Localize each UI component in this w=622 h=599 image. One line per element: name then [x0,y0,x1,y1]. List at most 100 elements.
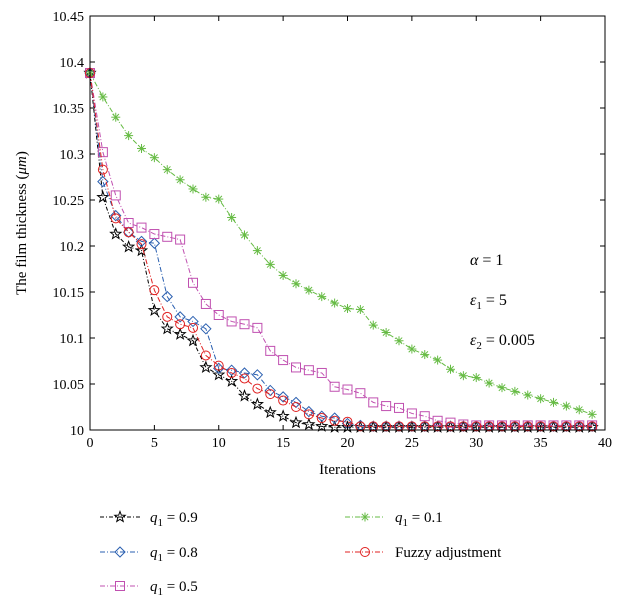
asterisk-stroke [524,391,532,399]
asterisk-stroke [537,395,545,403]
legend-marker [113,510,127,523]
data-point [368,397,379,408]
data-point [201,192,211,202]
data-point [394,402,404,413]
data-point [134,243,149,257]
asterisk-stroke [279,271,287,279]
data-point [509,421,520,432]
data-point [549,397,558,407]
data-point [122,239,136,253]
data-point [265,259,275,269]
legend-item: q1 = 0.8 [100,545,198,564]
data-point [291,279,301,289]
legend-item: q1 = 0.1 [345,510,443,529]
data-point [188,277,198,288]
legend-label: q1 = 0.1 [395,510,443,529]
y-axis-label: The film thickness (μm) [14,151,30,295]
data-point [97,164,108,175]
data-point [471,373,481,383]
data-point [381,421,392,432]
y-tick-label: 10 [70,424,84,439]
legend-label: q1 = 0.9 [150,510,198,529]
data-point [263,405,277,419]
data-point [227,212,237,222]
data-point [238,367,251,379]
data-point [419,421,430,432]
data-point [200,298,211,309]
data-point [252,322,263,333]
legend: q1 = 0.9 q1 = 0.8 q1 = 0.5 q1 = 0.1 Fuzzy ad… [100,510,502,598]
asterisk-stroke [588,410,596,418]
data-point [110,209,122,222]
data-point [458,371,468,381]
asterisk-stroke [395,337,403,345]
data-point [264,384,276,397]
asterisk-stroke [511,387,519,395]
asterisk-stroke [163,166,171,174]
data-point [315,419,329,432]
asterisk-stroke [343,305,352,313]
data-point [278,355,289,366]
series-line [89,72,593,415]
data-point [136,239,147,250]
series-circle [85,68,598,432]
data-point [162,231,173,242]
x-tick-label: 25 [405,436,419,451]
data-point [188,184,198,194]
data-point [355,304,365,314]
data-point [406,408,417,419]
asterisk-stroke [382,328,390,337]
data-point [187,315,199,328]
plot-frame [89,15,606,431]
asterisk-stroke [498,384,506,392]
data-point [175,234,186,245]
data-point [535,421,546,432]
data-point [97,175,109,188]
data-point [574,405,584,415]
data-point [212,367,226,381]
y-tick-label: 10.15 [53,286,85,301]
data-point [225,364,238,376]
data-point [277,391,289,403]
data-point [98,92,108,102]
data-point [368,320,378,330]
x-tick-label: 5 [151,436,158,451]
x-tick-label: 20 [341,436,355,451]
data-point [484,378,494,388]
data-point [250,397,264,410]
data-point [368,421,379,432]
data-point [136,222,147,233]
data-point [445,417,456,428]
data-point [330,298,340,308]
data-point [276,409,290,422]
asterisk-stroke [292,280,300,288]
data-point [252,246,262,256]
series-star [83,66,599,433]
data-point [433,355,443,365]
data-point [420,350,430,360]
x-tick-label: 30 [469,436,483,451]
asterisk-stroke [253,247,261,255]
data-point [343,304,352,314]
legend-marker [114,546,126,558]
axis-ticks: 0 5 10 15 20 25 30 35 40 10 10.05 10.1 10.15 10.2 10.2… [53,10,613,451]
data-point [251,369,264,381]
data-point [329,415,340,426]
data-point [289,415,303,429]
asterisk-stroke [215,195,223,203]
data-point [265,389,276,400]
data-point [497,383,507,393]
data-point [200,323,212,335]
data-point [432,421,443,432]
asterisk-stroke [575,406,583,414]
data-point [226,316,237,327]
asterisk-stroke [318,293,326,301]
asterisk-stroke [240,231,249,239]
data-point [214,194,224,204]
data-point [186,333,200,347]
data-point [109,227,123,240]
data-point [458,421,469,432]
data-point [175,319,186,330]
data-point [148,237,161,249]
data-point [135,235,148,248]
